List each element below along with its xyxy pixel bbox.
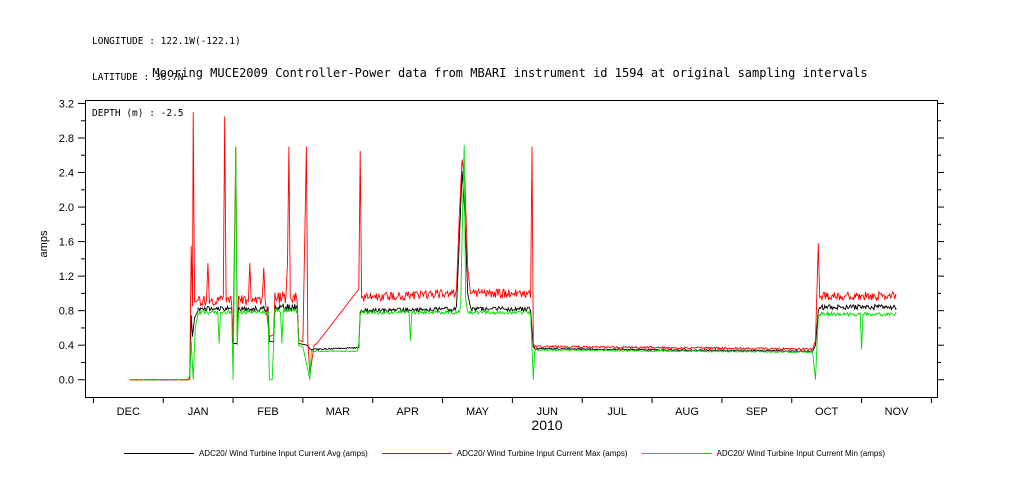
legend: ADC20/ Wind Turbine Input Current Avg (a… [0,449,1009,458]
y-tick-label: 1.2 [59,271,74,283]
axes [85,100,938,398]
x-tick-label: OCT [815,406,839,418]
legend-label-min: ADC20/ Wind Turbine Input Current Min (a… [716,449,886,458]
y-tick-label: 0.8 [59,306,74,318]
x-tick-label: SEP [746,406,768,418]
max-line-swatch [381,453,452,454]
x-tick-label: AUG [675,406,699,418]
x-tick-label: APR [396,406,419,418]
y-tick-label: 2.0 [59,202,74,214]
tick-marks [78,102,944,403]
series-line-min [129,144,897,381]
x-tick-label: MAR [326,406,351,418]
avg-line-swatch [123,453,194,454]
x-tick-label: JUN [537,406,558,418]
y-tick-label: 1.6 [59,237,74,249]
header-metadata: LONGITUDE : 122.1W(-122.1) LATITUDE : 36… [92,12,241,144]
plot-title: Mooring MUCE2009 Controller-Power data f… [152,66,868,80]
y-tick-label: 3.2 [59,98,74,110]
plot-box [85,100,938,398]
min-line-swatch [641,453,712,454]
y-tick-label: 0.4 [59,340,74,352]
x-tick-label: DEC [117,406,140,418]
latitude-line: LATITUDE : 36.7N [92,72,184,83]
x-tick-label: NOV [885,406,910,418]
x-tick-label: FEB [257,406,278,418]
legend-label-max: ADC20/ Wind Turbine Input Current Max (a… [456,449,628,458]
x-tick-label: MAY [466,406,490,418]
depth-line: DEPTH (m) : -2.5 [92,108,184,119]
series-line-avg [129,170,897,381]
y-tick-label: 0.0 [59,375,74,387]
y-tick-label: 2.4 [59,168,74,180]
x-tick-label: JUL [607,406,627,418]
y-tick-label: 2.8 [59,133,74,145]
legend-label-avg: ADC20/ Wind Turbine Input Current Avg (a… [198,449,368,458]
series-line-max [129,112,897,381]
legend-entry-max: ADC20/ Wind Turbine Input Current Max (a… [381,449,628,458]
longitude-line: LONGITUDE : 122.1W(-122.1) [92,36,241,47]
tick-labels: 0.0 0.4 0.8 1.2 1.6 2.0 2.4 2.8 3.2 DEC JAN FEB MAR A… [59,98,909,418]
legend-entry-min: ADC20/ Wind Turbine Input Current Min (a… [641,449,886,458]
x-axis-year-label: 2010 [531,417,563,433]
legend-entry-avg: ADC20/ Wind Turbine Input Current Avg (a… [123,449,368,458]
x-tick-label: JAN [188,406,209,418]
